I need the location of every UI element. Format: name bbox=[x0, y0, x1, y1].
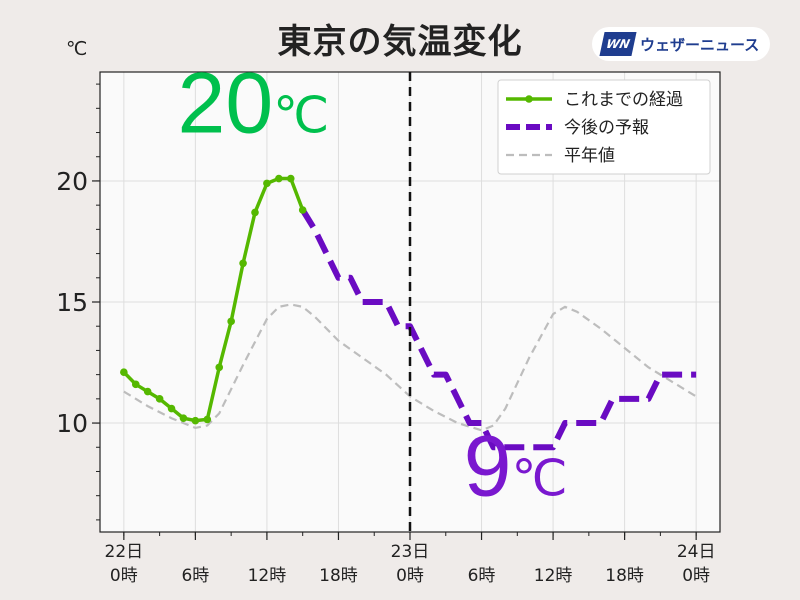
observed-point bbox=[298, 206, 307, 214]
x-tick-label-hour: 0時 bbox=[110, 566, 138, 586]
observed-point bbox=[155, 395, 164, 403]
observed-point bbox=[227, 317, 235, 326]
brand-logo: WN ウェザーニュース bbox=[592, 27, 770, 61]
x-tick-label-hour: 18時 bbox=[319, 566, 358, 586]
y-tick-label: 15 bbox=[56, 288, 88, 317]
series-normal-line bbox=[123, 303, 697, 432]
legend-observed-marker bbox=[525, 95, 533, 103]
x-tick-label-hour: 18時 bbox=[605, 566, 644, 586]
series-forecast-line bbox=[300, 208, 697, 451]
observed-point bbox=[179, 414, 188, 423]
y-tick-label: 20 bbox=[56, 167, 88, 196]
x-tick-label-date: 24日 bbox=[677, 542, 716, 562]
x-tick-label-date: 23日 bbox=[391, 542, 430, 562]
observed-point bbox=[275, 174, 283, 183]
page-title: 東京の気温変化 bbox=[277, 22, 523, 62]
observed-point bbox=[251, 208, 259, 217]
legend-box bbox=[497, 79, 711, 175]
y-tick-label: 10 bbox=[56, 409, 88, 438]
x-tick-label-hour: 12時 bbox=[534, 566, 573, 586]
x-tick-label-hour: 6時 bbox=[181, 566, 209, 586]
observed-point bbox=[203, 415, 212, 424]
observed-point bbox=[143, 387, 152, 396]
max-temp-annotation: 20℃ bbox=[178, 56, 330, 152]
x-tick-label-hour: 6時 bbox=[468, 566, 496, 586]
legend-label: 今後の予報 bbox=[564, 118, 649, 138]
observed-point bbox=[167, 404, 176, 413]
annotation-value: 9 bbox=[464, 419, 512, 515]
x-tick-label-hour: 0時 bbox=[682, 566, 710, 586]
legend-label: これまでの経過 bbox=[564, 90, 683, 110]
observed-point bbox=[239, 259, 247, 268]
x-tick-label-hour: 12時 bbox=[248, 566, 287, 586]
x-tick-label-date: 22日 bbox=[105, 542, 144, 562]
observed-point bbox=[286, 174, 295, 183]
annotation-value: 20 bbox=[178, 56, 274, 152]
observed-point bbox=[120, 368, 128, 377]
annotation-unit: ℃ bbox=[511, 451, 567, 507]
min-temp-annotation: 9℃ bbox=[464, 419, 568, 515]
observed-point bbox=[263, 179, 271, 188]
observed-point bbox=[191, 416, 200, 425]
observed-point bbox=[131, 380, 140, 389]
x-tick-label-hour: 0時 bbox=[396, 566, 424, 586]
brand-name: ウェザーニュース bbox=[640, 35, 760, 54]
y-unit-label: ℃ bbox=[66, 38, 88, 60]
annotation-unit: ℃ bbox=[273, 88, 329, 144]
series-observed-line bbox=[122, 176, 305, 423]
observed-point bbox=[215, 363, 224, 372]
legend-label: 平年値 bbox=[564, 146, 615, 166]
